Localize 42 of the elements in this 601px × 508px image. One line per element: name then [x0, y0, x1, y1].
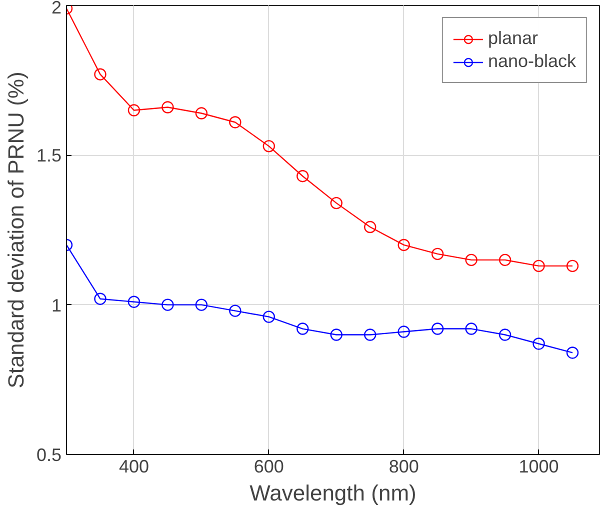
point [229, 116, 242, 128]
point [566, 346, 579, 359]
point [262, 310, 276, 323]
point [94, 292, 106, 305]
y-axis-title: Standard deviation of PRNU (%) [3, 72, 28, 388]
point [532, 338, 545, 350]
point [465, 254, 478, 266]
point [465, 322, 478, 335]
point [296, 170, 309, 182]
point [532, 260, 545, 272]
point [330, 328, 342, 341]
point [431, 322, 444, 335]
point [128, 104, 140, 116]
point [566, 260, 579, 272]
y-tick-label: 1 [51, 295, 62, 316]
point [162, 298, 174, 311]
point [262, 140, 276, 152]
x-tick-label: 800 [388, 456, 419, 476]
point [162, 101, 174, 114]
point [364, 328, 376, 341]
point [296, 322, 309, 335]
point [398, 326, 410, 338]
point [229, 304, 242, 317]
point [398, 238, 410, 252]
y-tick-label: 1.5 [36, 146, 62, 166]
point [364, 220, 376, 234]
legend-label: nano-black [488, 51, 576, 72]
point [330, 196, 342, 210]
point [498, 328, 512, 341]
x-tick-label: 600 [254, 456, 284, 476]
y-tick-label: 0.5 [36, 445, 62, 465]
x-tick-label: 1000 [518, 456, 559, 476]
point [498, 254, 512, 266]
point [431, 248, 444, 260]
point [195, 298, 208, 311]
legend-label: planar [488, 28, 538, 49]
x-tick-label: 400 [118, 456, 149, 476]
y-tick-label: 2 [51, 0, 62, 18]
x-axis-title: Wavelength (nm) [250, 480, 416, 506]
point [94, 68, 106, 80]
point [128, 296, 140, 308]
point [195, 107, 208, 120]
